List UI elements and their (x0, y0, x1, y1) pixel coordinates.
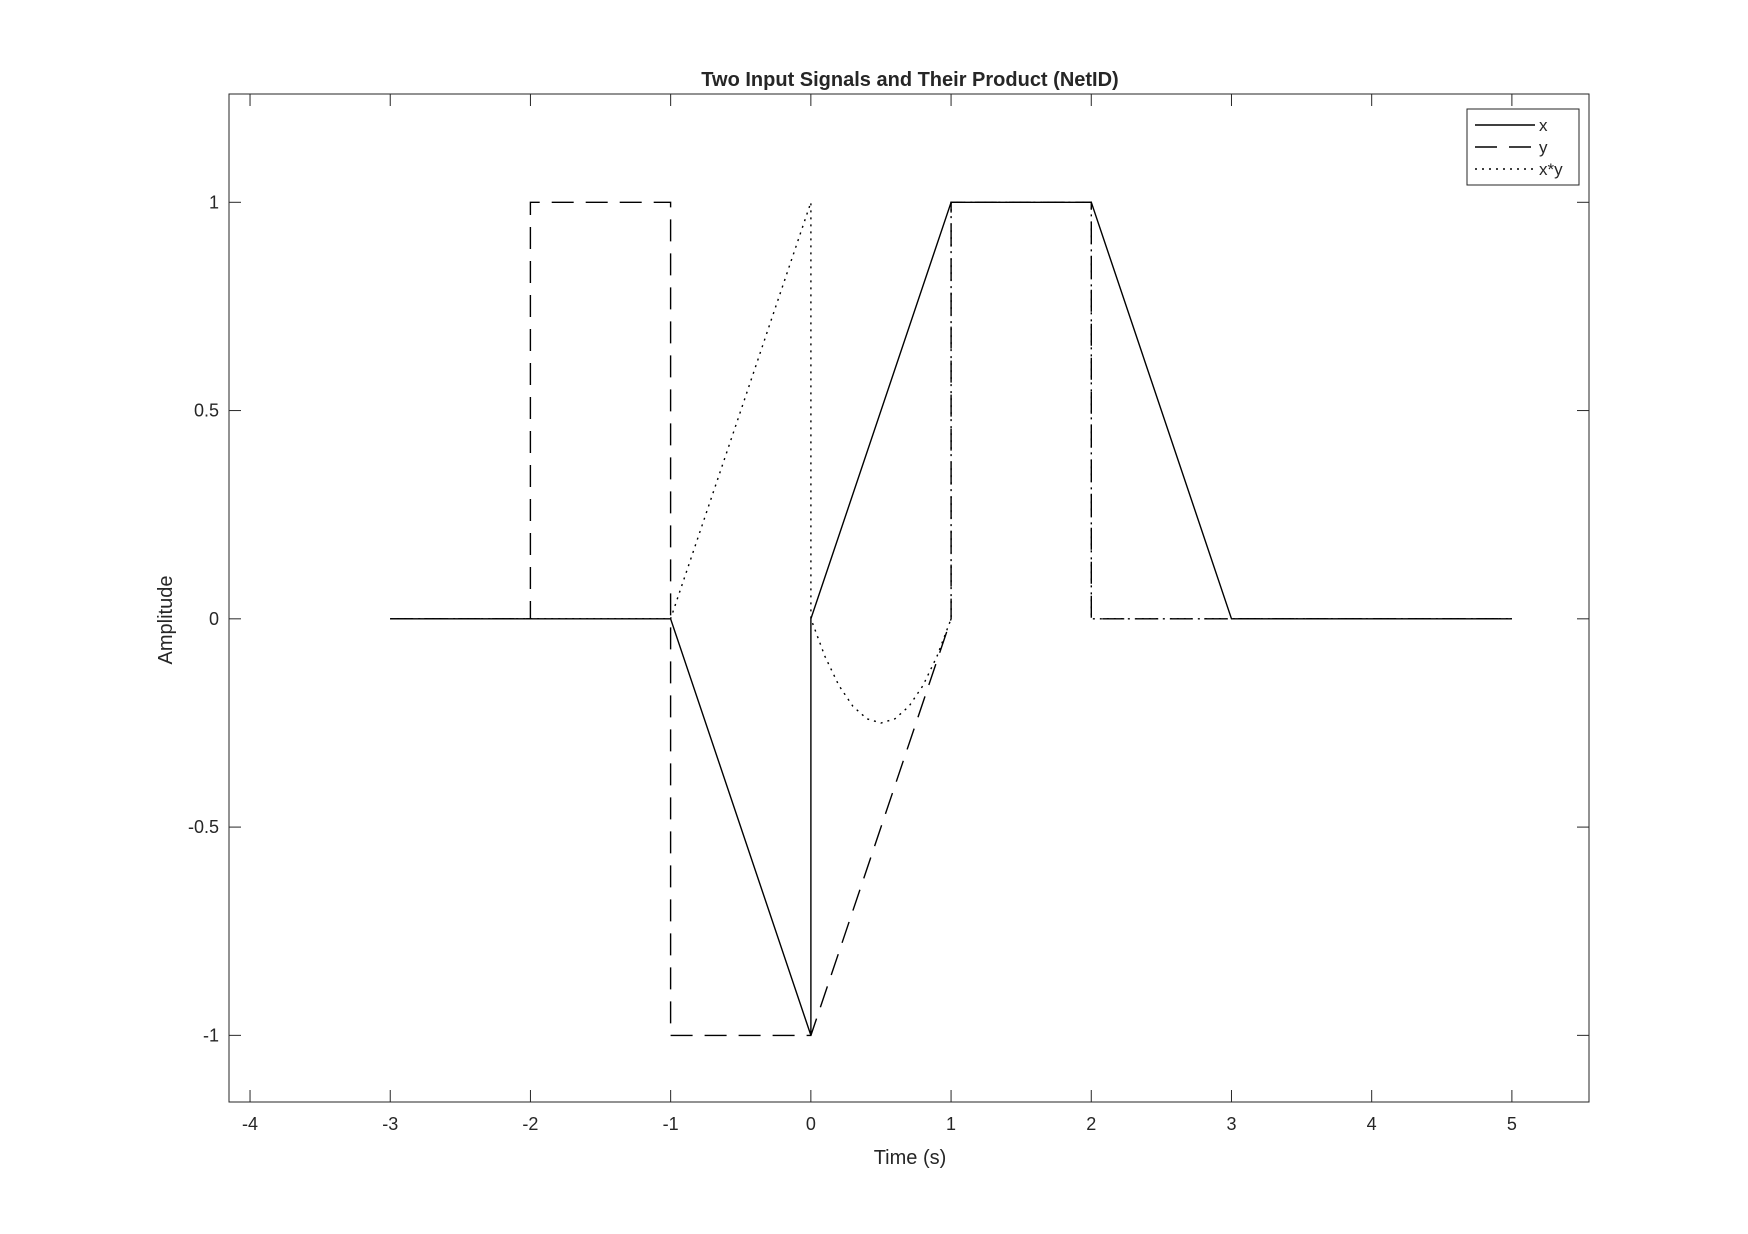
series-line-1 (390, 201, 1512, 1036)
y-axis-title: Amplitude (155, 576, 177, 665)
x-tick-label: 0 (806, 1114, 816, 1134)
x-tick-label: 5 (1507, 1114, 1517, 1134)
legend-label-3: x*y (1539, 160, 1563, 179)
plot-area: -4 -3 -2 -1 0 1 2 3 4 5 -1 -0.5 0 0.5 1 (188, 93, 1590, 1134)
x-tick-label: -2 (522, 1114, 538, 1134)
chart-title: Two Input Signals and Their Product (Net… (701, 69, 1118, 91)
x-tick-label: 2 (1086, 1114, 1096, 1134)
y-tick-label: 1 (209, 192, 219, 212)
x-tick-label: -4 (242, 1114, 258, 1134)
x-tick-label: 1 (946, 1114, 956, 1134)
y-tick-label: 0.5 (194, 401, 219, 421)
legend-label-1: x (1539, 116, 1548, 135)
x-axis-title: Time (s) (874, 1147, 947, 1169)
y-tick-label: -0.5 (188, 817, 219, 837)
x-tick-label: -3 (382, 1114, 398, 1134)
x-tick-label: 4 (1367, 1114, 1377, 1134)
x-tick-label: -1 (663, 1114, 679, 1134)
axes-box (228, 93, 1590, 1103)
y-tick-label: 0 (209, 609, 219, 629)
y-tick-label: -1 (203, 1025, 219, 1045)
legend-label-2: y (1539, 138, 1548, 157)
x-tick-label: 3 (1226, 1114, 1236, 1134)
legend: xy x*y (1466, 108, 1580, 186)
